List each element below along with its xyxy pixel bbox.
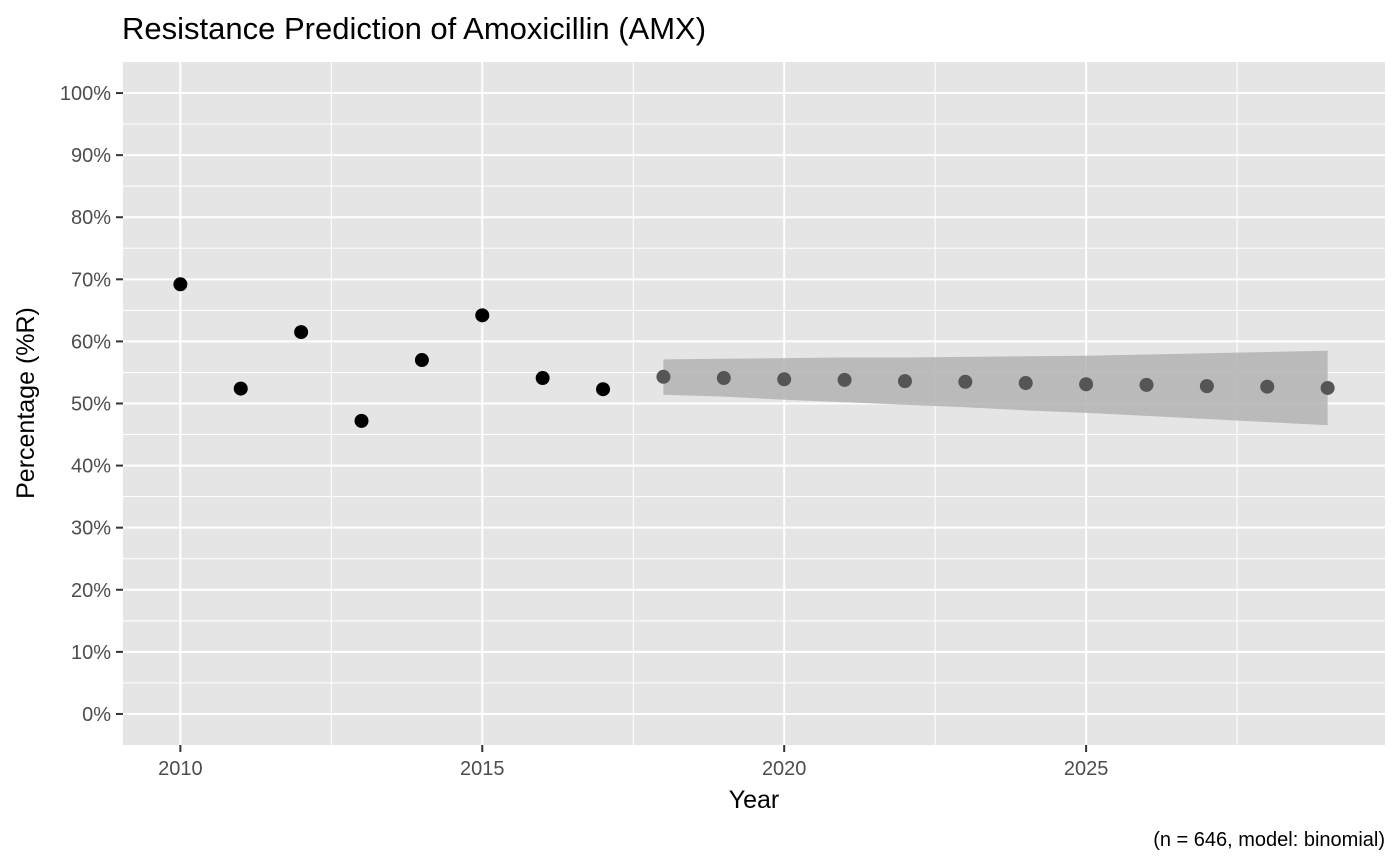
- x-tick-label: 2020: [762, 758, 807, 780]
- confidence-band: [663, 350, 1328, 426]
- y-axis: 0% 10% 20% 30% 40% 50% 60% 70% 80% 90% 100%: [60, 83, 123, 726]
- x-tick-label: 2015: [460, 758, 505, 780]
- observed-point: [535, 371, 550, 386]
- y-tick-label: 80%: [71, 207, 111, 229]
- observed-point: [475, 308, 490, 323]
- chart-caption: (n = 646, model: binomial): [1153, 829, 1385, 851]
- predicted-point: [837, 372, 852, 387]
- observed-points-layer: [173, 277, 611, 428]
- predicted-point: [716, 371, 731, 386]
- predicted-points-layer: [656, 369, 1335, 395]
- y-tick-label: 50%: [71, 394, 111, 416]
- y-tick-label: 100%: [60, 83, 111, 105]
- observed-point: [233, 381, 248, 396]
- predicted-point: [1139, 377, 1154, 392]
- predicted-point: [1018, 376, 1033, 391]
- y-tick-label: 60%: [71, 331, 111, 353]
- y-tick-label: 70%: [71, 269, 111, 291]
- x-axis-label: Year: [729, 786, 780, 814]
- y-tick-label: 10%: [71, 642, 111, 664]
- y-tick-label: 0%: [82, 704, 111, 726]
- y-tick-label: 20%: [71, 580, 111, 602]
- x-axis: 2010 2015 2020 2025: [158, 745, 1108, 780]
- y-tick-label: 90%: [71, 145, 111, 167]
- x-tick-label: 2025: [1064, 758, 1109, 780]
- observed-point: [596, 382, 611, 397]
- predicted-point: [897, 374, 912, 389]
- predicted-point: [1320, 380, 1335, 395]
- predicted-point: [1260, 379, 1275, 394]
- predicted-point: [1199, 379, 1214, 394]
- predicted-point: [777, 372, 792, 387]
- observed-point: [354, 413, 369, 428]
- predicted-point: [958, 374, 973, 389]
- y-axis-label: Percentage (%R): [12, 307, 40, 499]
- observed-point: [414, 353, 429, 368]
- observed-point: [294, 325, 309, 340]
- x-tick-label: 2010: [158, 758, 203, 780]
- y-tick-label: 30%: [71, 518, 111, 540]
- observed-point: [173, 277, 188, 292]
- chart-title: Resistance Prediction of Amoxicillin (AM…: [122, 11, 706, 46]
- confidence-band-layer: [663, 350, 1328, 426]
- predicted-point: [1079, 377, 1094, 392]
- y-tick-label: 40%: [71, 456, 111, 478]
- predicted-point: [656, 369, 671, 384]
